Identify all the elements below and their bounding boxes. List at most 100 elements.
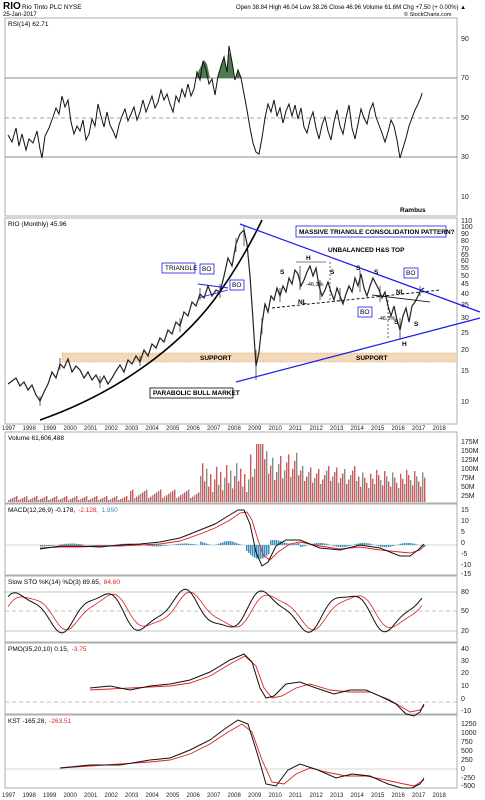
macd-hist-bar [222, 542, 224, 545]
bo-box-4 [403, 267, 419, 279]
volume-bar [324, 475, 326, 502]
volume-bars [8, 444, 426, 502]
year-tick: 2011 [289, 793, 303, 799]
shoulder-label: S [330, 269, 335, 276]
volume-bar [376, 469, 378, 502]
volume-tick: 75M [461, 475, 475, 482]
macd-tick: -15 [461, 571, 471, 578]
year-tick: 2018 [433, 426, 447, 432]
price-tick: 35 [461, 302, 469, 309]
volume-bar [302, 466, 304, 502]
parabolic-curve [39, 219, 263, 421]
volume-bar [322, 479, 324, 502]
macd-hist-bar [194, 544, 196, 545]
macd-hist-bar [406, 542, 408, 545]
macd-hist-bar [156, 545, 158, 547]
volume-bar [8, 500, 10, 502]
kst-tick: 500 [461, 748, 473, 755]
volume-bar [48, 500, 50, 502]
volume-bar [394, 477, 396, 502]
macd-hist-bar [398, 544, 400, 545]
kst-panel [4, 714, 458, 789]
symbol-title: RIO [3, 1, 21, 12]
volume-bar [34, 497, 36, 502]
macd-hist-bar [90, 545, 92, 546]
volume-bar [20, 499, 22, 502]
volume-bar [264, 459, 266, 502]
macd-hist-bar [344, 545, 346, 547]
macd-hist-bar [68, 543, 70, 545]
volume-bar [94, 497, 96, 502]
volume-bar [32, 498, 34, 502]
triangle-lower-line [235, 317, 481, 383]
neckline-label: NL [298, 299, 307, 306]
volume-bar [96, 496, 98, 502]
volume-bar [176, 498, 178, 502]
kst-tick: -500 [461, 783, 475, 790]
macd-hist-bar [346, 545, 348, 547]
volume-bar [218, 484, 220, 502]
volume-bar [140, 493, 142, 502]
year-axis-top: 1997 1998 1999 2000 2001 2002 2003 2004 2005 2006… [2, 426, 447, 432]
macd-hist-bar [402, 543, 404, 545]
macd-panel [4, 503, 458, 576]
volume-bar [366, 482, 368, 502]
volume-bar [184, 492, 186, 502]
volume-bar [266, 451, 268, 502]
shoulder-label: S [356, 265, 361, 272]
pmo-line [89, 653, 425, 717]
year-tick: 2003 [125, 426, 139, 432]
macd-tick: 10 [461, 518, 469, 525]
pmo-tick: 30 [461, 658, 469, 665]
volume-bar [88, 500, 90, 502]
year-tick: 2009 [248, 793, 262, 799]
volume-bar [92, 498, 94, 502]
sto-axis: 80 50 20 [461, 589, 469, 635]
macd-hist-bar [48, 545, 50, 547]
macd-tick: 0 [461, 540, 465, 547]
volume-bar [126, 496, 128, 502]
year-tick: 2015 [371, 793, 385, 799]
macd-hist-bar [160, 545, 162, 547]
macd-hist-bar [182, 543, 184, 545]
kst-signal-line [59, 723, 425, 787]
volume-bar [422, 472, 424, 502]
volume-bar [384, 471, 386, 502]
macd-hist-bar [304, 545, 306, 547]
pct-label-2: -46.3% [378, 316, 396, 322]
hs-neckline-2 [371, 294, 431, 303]
macd-hist-bar [72, 543, 74, 545]
bo-box-2 [229, 279, 245, 291]
volume-bar [156, 492, 158, 502]
macd-hist-bar [42, 545, 44, 547]
bo-label-3: BO [360, 309, 369, 316]
volume-bar [242, 486, 244, 502]
pmo-tick: 40 [461, 646, 469, 653]
macd-hist-bar [336, 545, 338, 547]
hs-labels: S H S S S NL NL S S H -46.3% -46.3% [280, 255, 419, 348]
price-tick: 50 [461, 273, 469, 280]
volume-bar [370, 473, 372, 502]
macd-hist-bar [268, 545, 270, 555]
volume-bar [26, 496, 28, 502]
year-tick: 1999 [43, 426, 57, 432]
volume-bar [316, 473, 318, 502]
rsi-tick: 30 [461, 154, 469, 161]
volume-bar [194, 495, 196, 502]
volume-bar [116, 496, 118, 502]
kst-tick: 1250 [461, 721, 477, 728]
volume-bar [170, 492, 172, 502]
volume-bar [290, 476, 292, 502]
year-tick: 2000 [64, 793, 78, 799]
year-tick: 2001 [84, 793, 98, 799]
macd-hist-bar [370, 543, 372, 545]
price-tick: 65 [461, 252, 469, 259]
volume-bar [252, 476, 254, 502]
volume-bar [320, 484, 322, 502]
kst-tick: 750 [461, 739, 473, 746]
volume-bar [372, 478, 374, 502]
volume-bar [408, 475, 410, 502]
volume-bar [42, 498, 44, 502]
pmo-title-signal: -3.75 [72, 646, 87, 653]
macd-hist-bar [162, 545, 164, 547]
